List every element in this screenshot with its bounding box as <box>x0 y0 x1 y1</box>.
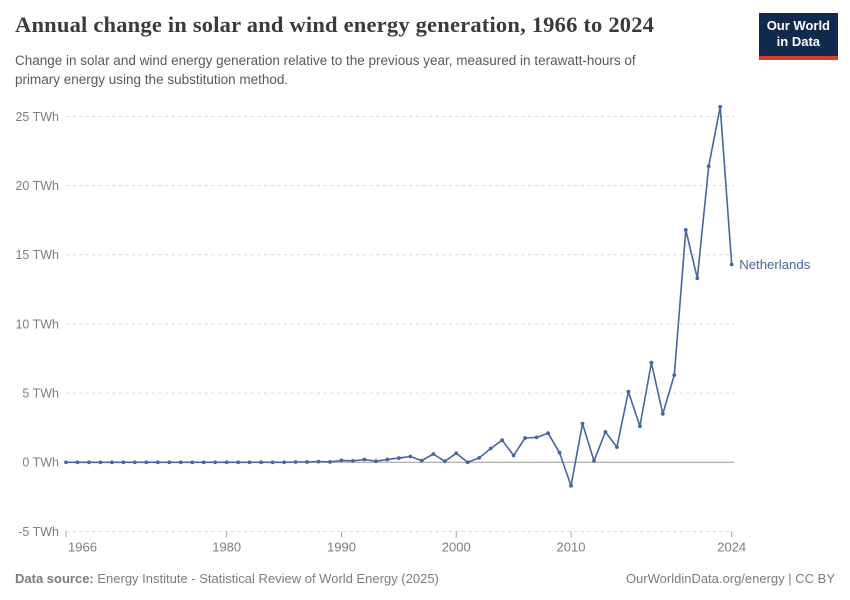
data-point[interactable] <box>638 424 642 429</box>
page-title: Annual change in solar and wind energy g… <box>15 12 655 37</box>
entity-label-netherlands[interactable]: Netherlands <box>739 257 811 272</box>
data-point[interactable] <box>488 446 493 451</box>
data-point[interactable] <box>98 460 103 465</box>
data-point[interactable] <box>592 459 596 463</box>
data-point[interactable] <box>465 460 470 465</box>
data-point[interactable] <box>305 460 309 464</box>
data-point[interactable] <box>546 431 550 436</box>
data-point[interactable] <box>362 457 367 462</box>
data-point[interactable] <box>213 460 218 465</box>
data-point[interactable] <box>351 459 355 463</box>
data-point[interactable] <box>557 450 562 455</box>
data-point[interactable] <box>374 459 378 464</box>
data-point[interactable] <box>133 460 137 465</box>
data-point[interactable] <box>385 457 390 462</box>
data-point[interactable] <box>442 459 447 464</box>
data-point[interactable] <box>328 460 332 464</box>
data-point[interactable] <box>603 430 608 434</box>
chart-subtitle: Change in solar and wind energy generati… <box>15 53 636 88</box>
data-point[interactable] <box>339 458 344 463</box>
data-point[interactable] <box>419 458 424 463</box>
y-tick-label: -5 TWh <box>18 525 59 539</box>
data-point[interactable] <box>247 460 252 465</box>
data-point[interactable] <box>500 438 504 443</box>
data-point[interactable] <box>293 460 298 464</box>
owid-logo-line1: Our World <box>766 18 830 33</box>
owid-logo: Our World in Data <box>758 13 838 60</box>
data-point[interactable] <box>523 436 527 440</box>
data-point[interactable] <box>282 460 286 465</box>
y-tick-label: 5 TWh <box>22 386 59 400</box>
data-point[interactable] <box>397 456 401 460</box>
data-point[interactable] <box>454 451 459 456</box>
data-point[interactable] <box>626 389 631 394</box>
x-tick-label: 1980 <box>212 540 241 555</box>
y-tick-label: 10 TWh <box>15 317 59 331</box>
data-point[interactable] <box>316 459 321 464</box>
data-point[interactable] <box>706 164 711 169</box>
data-point[interactable] <box>75 460 80 465</box>
data-point[interactable] <box>87 460 91 465</box>
data-point[interactable] <box>190 460 195 465</box>
data-point[interactable] <box>569 483 573 488</box>
data-point[interactable] <box>672 373 677 377</box>
data-point[interactable] <box>695 276 700 281</box>
y-tick-label: 25 TWh <box>15 110 59 124</box>
data-point[interactable] <box>259 460 263 465</box>
data-point[interactable] <box>511 453 516 458</box>
data-point[interactable] <box>155 460 160 465</box>
series-line-netherlands[interactable] <box>65 106 733 487</box>
x-tick-label: 2010 <box>557 540 586 555</box>
x-tick-label: 1966 <box>68 540 97 555</box>
data-point[interactable] <box>729 262 734 267</box>
x-tick-label: 1990 <box>327 540 356 555</box>
data-point[interactable] <box>110 460 114 465</box>
data-point[interactable] <box>649 360 654 365</box>
x-tick-label: 2000 <box>442 540 471 555</box>
y-tick-label: 0 TWh <box>22 456 59 470</box>
data-point[interactable] <box>615 445 619 449</box>
data-source-label: Data source: <box>15 571 94 586</box>
data-point[interactable] <box>534 435 539 440</box>
data-point[interactable] <box>224 460 229 465</box>
owid-logo-line2: in Data <box>776 34 821 49</box>
data-point[interactable] <box>121 460 126 465</box>
data-point[interactable] <box>477 456 482 460</box>
data-point[interactable] <box>270 460 275 465</box>
data-point[interactable] <box>64 460 68 465</box>
data-point[interactable] <box>144 460 149 465</box>
data-point[interactable] <box>201 460 206 465</box>
x-tick-label: 2024 <box>717 540 746 555</box>
data-point[interactable] <box>683 228 688 232</box>
data-point[interactable] <box>408 454 413 459</box>
data-source-text: Data source: Energy Institute - Statisti… <box>15 571 439 586</box>
data-point[interactable] <box>580 421 585 426</box>
data-point[interactable] <box>718 104 723 109</box>
y-tick-label: 15 TWh <box>15 248 59 262</box>
y-tick-label: 20 TWh <box>15 179 59 193</box>
data-point[interactable] <box>660 412 665 416</box>
owid-credit-link[interactable]: OurWorldinData.org/energy | CC BY <box>625 571 835 586</box>
data-point[interactable] <box>167 460 172 465</box>
chart-footer: Data source: Energy Institute - Statisti… <box>15 571 835 586</box>
data-point[interactable] <box>236 460 241 465</box>
data-source-value: Energy Institute - Statistical Review of… <box>93 571 439 586</box>
data-point[interactable] <box>178 460 183 465</box>
data-point[interactable] <box>431 452 436 456</box>
